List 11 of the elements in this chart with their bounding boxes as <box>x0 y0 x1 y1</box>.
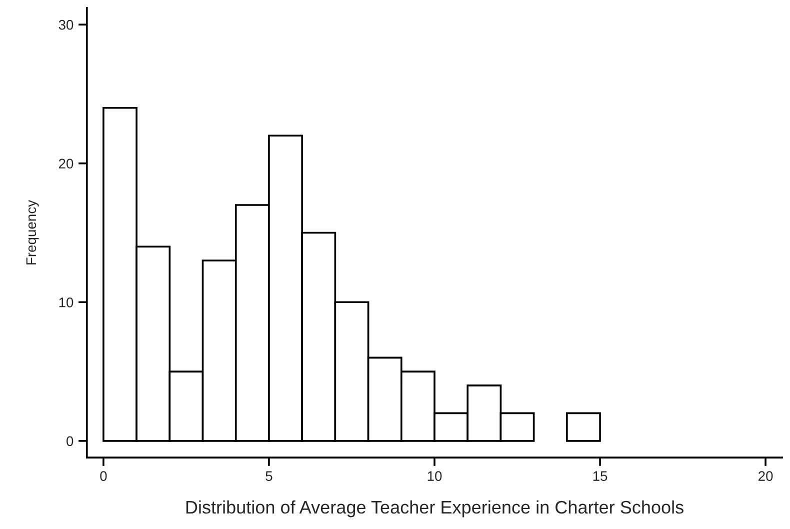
y-axis-title: Frequency <box>26 200 39 264</box>
x-tick-label: 15 <box>593 471 608 481</box>
x-tick-label: 10 <box>428 471 442 481</box>
x-tick-label: 5 <box>266 471 272 481</box>
y-tick-label: 0 <box>66 436 74 446</box>
x-tick-label: 20 <box>758 471 773 481</box>
x-axis-title: Distribution of Average Teacher Experience in Charter Schools <box>186 500 684 518</box>
x-tick-label: 0 <box>100 471 107 481</box>
y-tick-label: 10 <box>59 297 74 308</box>
y-tick-label: 30 <box>58 20 74 30</box>
y-tick-label: 20 <box>58 158 74 169</box>
